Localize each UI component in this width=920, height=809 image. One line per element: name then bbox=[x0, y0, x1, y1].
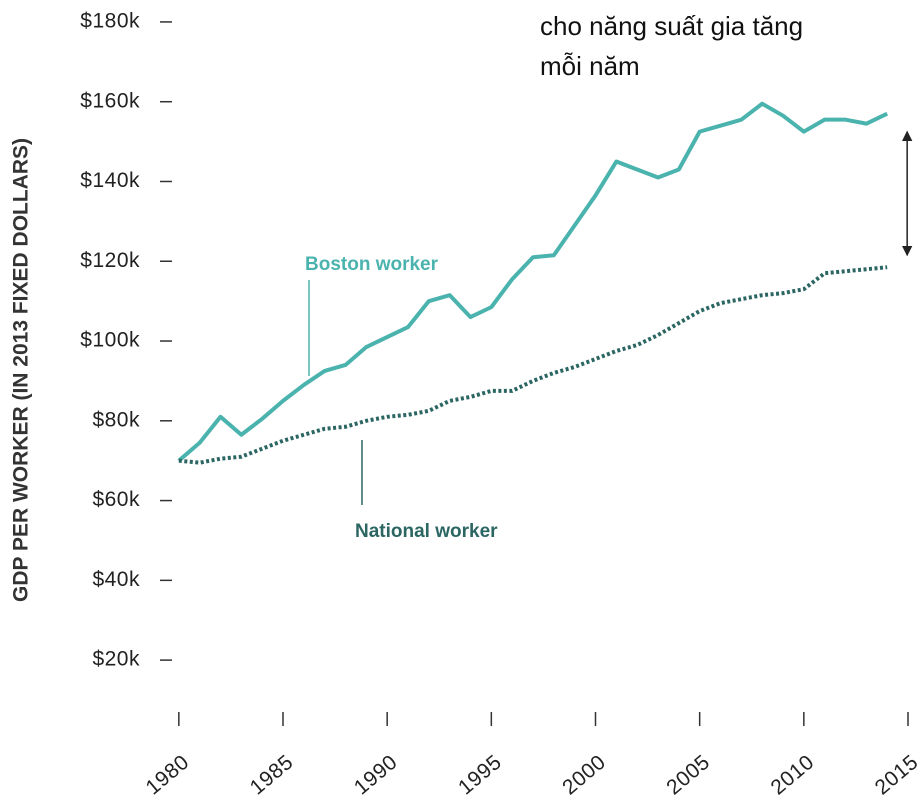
y-tick-label: $100k bbox=[80, 329, 140, 352]
annotation: cho năng suất gia tăng bbox=[540, 11, 803, 41]
y-tick-label: $180k bbox=[80, 9, 140, 32]
x-tick-label: 1985 bbox=[246, 750, 298, 799]
x-tick-label: 1990 bbox=[350, 750, 402, 799]
x-tick-label: 2015 bbox=[871, 750, 920, 799]
y-tick-label: $80k bbox=[92, 408, 140, 431]
y-tick-label: $140k bbox=[80, 169, 140, 192]
y-tick-label: $160k bbox=[80, 89, 140, 112]
y-axis-label: GDP PER WORKER (IN 2013 FIXED DOLLARS) bbox=[10, 138, 33, 602]
y-tick-label: $40k bbox=[92, 568, 140, 591]
y-tick-label: $20k bbox=[92, 648, 140, 671]
x-tick-label: 2010 bbox=[767, 750, 819, 799]
series-line bbox=[178, 265, 888, 465]
series-label: National worker bbox=[355, 521, 498, 542]
y-tick-label: $60k bbox=[92, 488, 140, 511]
x-tick-label: 1995 bbox=[454, 750, 506, 799]
x-tick-label: 2005 bbox=[662, 750, 714, 799]
series-label: Boston worker bbox=[305, 254, 439, 275]
x-tick-label: 2000 bbox=[558, 750, 610, 799]
y-tick-label: $120k bbox=[80, 249, 140, 272]
annotation: mỗi năm bbox=[540, 51, 640, 81]
series-line bbox=[177, 101, 889, 463]
x-tick-label: 1980 bbox=[142, 750, 194, 799]
